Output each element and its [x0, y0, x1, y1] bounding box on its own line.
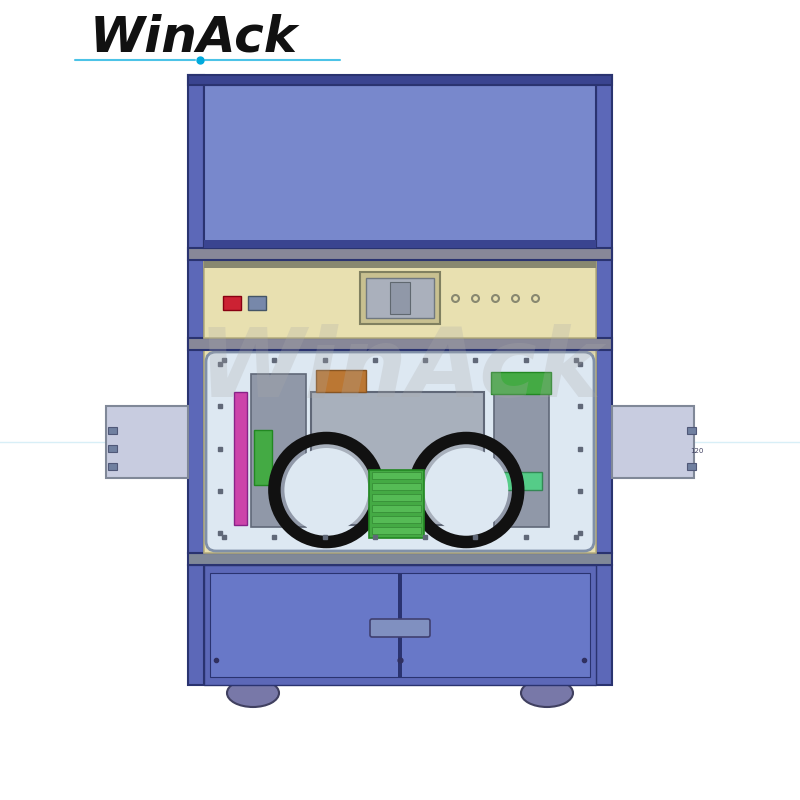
Text: WinAck: WinAck [198, 323, 602, 417]
Bar [687, 427, 696, 434]
Bar [372, 483, 421, 490]
Bar [234, 392, 247, 525]
Bar [687, 463, 696, 470]
Bar [398, 573, 402, 677]
Bar [188, 75, 612, 85]
Bar [497, 472, 542, 490]
Bar [223, 296, 241, 310]
Text: WinAck: WinAck [90, 14, 298, 62]
Circle shape [424, 448, 508, 532]
Bar [108, 445, 117, 452]
Bar [372, 516, 421, 523]
Bar [204, 260, 596, 338]
Circle shape [285, 448, 368, 532]
Bar [188, 553, 612, 565]
Bar [372, 527, 421, 534]
Ellipse shape [227, 679, 279, 707]
FancyBboxPatch shape [370, 619, 430, 637]
Bar [204, 565, 596, 685]
Bar [254, 430, 272, 485]
Bar [372, 494, 421, 501]
Bar [188, 75, 204, 553]
Bar [188, 248, 612, 260]
Bar [188, 338, 612, 350]
Bar [106, 406, 188, 478]
Bar [204, 85, 596, 248]
Bar [360, 272, 440, 324]
Bar [188, 565, 204, 685]
Bar [108, 427, 117, 434]
FancyBboxPatch shape [206, 352, 594, 551]
Bar [596, 565, 612, 685]
Bar [372, 472, 421, 479]
Bar [248, 296, 266, 310]
Bar [491, 372, 551, 394]
Bar [251, 374, 306, 527]
Text: 120: 120 [690, 448, 703, 454]
Bar [366, 278, 434, 318]
Bar [210, 573, 590, 677]
Bar [108, 463, 117, 470]
Bar [390, 282, 410, 314]
Ellipse shape [521, 679, 573, 707]
Bar [369, 470, 424, 538]
Bar [316, 370, 366, 392]
Bar [612, 406, 694, 478]
Bar [204, 350, 596, 553]
Bar [372, 505, 421, 512]
Bar [596, 75, 612, 553]
Bar [204, 240, 596, 248]
Bar [204, 260, 596, 268]
Bar [494, 374, 549, 527]
Bar [311, 392, 484, 525]
